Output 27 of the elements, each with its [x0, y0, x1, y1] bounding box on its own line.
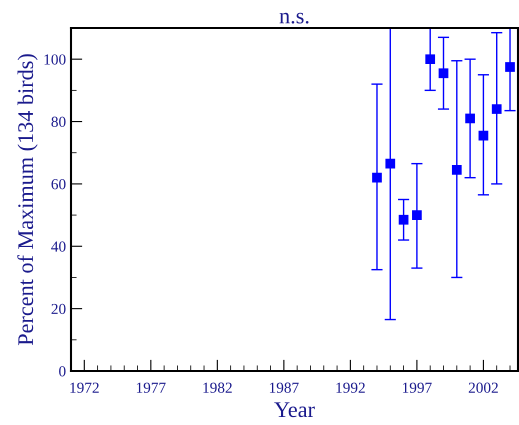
y-tick-label: 0: [59, 366, 66, 376]
x-axis-title: Year: [274, 402, 315, 418]
point: [505, 62, 515, 72]
point: [438, 68, 448, 78]
x-tick-label: 2002: [468, 382, 498, 393]
point: [385, 158, 396, 168]
x-tick-label: 1977: [136, 382, 166, 393]
y-tick-label: 80: [51, 116, 66, 127]
point: [478, 130, 488, 140]
chart-title: n.s.: [280, 12, 308, 24]
point: [372, 172, 382, 183]
x-tick-label: 1987: [270, 382, 299, 393]
x-tick-label: 1997: [402, 382, 432, 393]
y-axis-title: Percent of Maximum (134 birds): [17, 54, 38, 346]
x-tick-label: 1972: [70, 382, 99, 393]
x-tick-label: 1992: [336, 382, 365, 393]
y-tick-label: 100: [44, 54, 66, 65]
point: [398, 214, 408, 225]
point: [492, 104, 502, 114]
x-tick-label: 1982: [203, 382, 232, 393]
point: [465, 114, 475, 124]
y-tick-label: 40: [51, 241, 66, 252]
point: [412, 210, 422, 220]
point: [425, 54, 436, 64]
y-tick-label: 20: [52, 304, 66, 314]
point: [452, 165, 462, 175]
y-tick-label: 60: [52, 179, 66, 190]
